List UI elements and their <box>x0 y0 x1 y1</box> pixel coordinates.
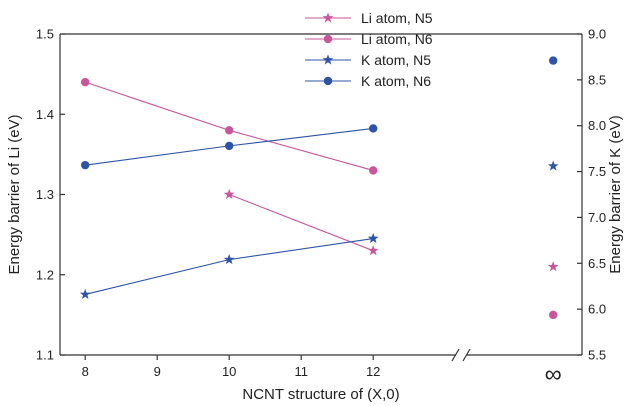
legend-item: K atom, N5 <box>305 52 431 68</box>
legend-label: Li atom, N5 <box>361 10 433 26</box>
y-right-tick-label: 7.5 <box>588 164 606 179</box>
legend-marker <box>323 34 333 44</box>
y-right-tick-label: 6.0 <box>588 302 606 317</box>
data-point <box>79 288 91 299</box>
series-line <box>229 193 374 252</box>
legend-item: Li atom, N5 <box>305 10 433 26</box>
data-point <box>225 126 234 135</box>
data-point <box>367 232 379 244</box>
legend-marker <box>322 12 334 23</box>
x-tick-label: 9 <box>154 364 161 379</box>
y-right-axis-ticks: 5.5 6.0 6.5 7.0 7.5 8.0 8.5 9.0 <box>577 27 606 363</box>
data-point <box>81 160 90 170</box>
y-right-axis-title: Energy barrier of K (eV) <box>607 115 624 273</box>
x-axis-title: NCNT structure of (X,0) <box>242 386 399 403</box>
y-left-tick-label: 1.1 <box>36 348 54 363</box>
legend-label: Li atom, N6 <box>361 31 433 47</box>
series-4 <box>81 56 558 170</box>
y-right-tick-label: 5.5 <box>588 348 606 363</box>
y-left-tick-label: 1.3 <box>36 187 54 202</box>
series-layer <box>79 56 559 320</box>
legend-item: Li atom, N6 <box>305 31 433 47</box>
legend-label: K atom, N5 <box>361 52 431 68</box>
x-axis-ticks: 8 9 10 11 12 ∞ <box>82 355 562 388</box>
data-point <box>369 124 378 133</box>
y-right-tick-label: 7.0 <box>588 210 606 225</box>
y-left-axis-title: Energy barrier of Li (eV) <box>6 114 23 274</box>
data-point <box>225 141 234 151</box>
data-point-infinity <box>547 261 559 272</box>
axis-break-mark <box>462 348 471 362</box>
x-tick-label: 8 <box>82 364 89 379</box>
series-1 <box>223 188 559 272</box>
y-left-axis-ticks: 1.1 1.2 1.3 1.4 1.5 <box>36 27 65 363</box>
series-3 <box>79 160 559 299</box>
x-tick-label: 12 <box>366 364 380 379</box>
y-left-tick-label: 1.4 <box>36 107 54 122</box>
legend-marker <box>323 76 333 86</box>
y-right-tick-label: 8.0 <box>588 118 606 133</box>
legend-marker <box>322 54 334 65</box>
legend-label: K atom, N6 <box>361 73 431 89</box>
plot-frame <box>59 33 583 362</box>
y-left-tick-label: 1.5 <box>36 27 54 42</box>
data-point-infinity <box>547 160 559 171</box>
data-point <box>367 245 379 256</box>
y-right-tick-label: 8.5 <box>588 72 606 87</box>
y-right-tick-label: 6.5 <box>588 256 606 271</box>
x-tick-label-infinity: ∞ <box>545 361 562 388</box>
x-tick-label: 10 <box>222 364 236 379</box>
series-line <box>85 237 374 296</box>
y-left-tick-label: 1.2 <box>36 267 54 282</box>
data-point <box>81 77 90 87</box>
legend-item: K atom, N6 <box>305 73 431 89</box>
y-right-tick-label: 9.0 <box>588 27 606 42</box>
data-point <box>223 188 235 200</box>
series-2 <box>81 77 558 320</box>
axis-break-mark <box>451 348 460 362</box>
data-point-infinity <box>549 310 558 320</box>
x-tick-label: 11 <box>294 364 308 379</box>
data-point <box>223 254 235 265</box>
legend: Li atom, N5 Li atom, N6 K atom, N5 K atom, … <box>305 10 433 89</box>
data-point-infinity <box>549 56 558 65</box>
data-point <box>369 166 378 175</box>
